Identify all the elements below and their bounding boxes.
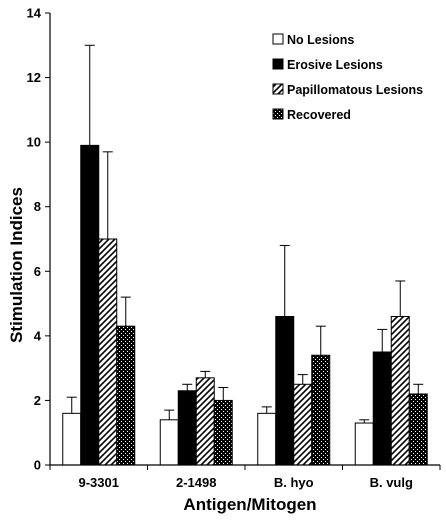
bar-papillomatous-lesions	[390, 315, 410, 466]
legend-swatch-erosive-lesions	[272, 58, 284, 70]
bar-erosive-lesions	[177, 390, 197, 466]
legend-label: Recovered	[287, 108, 351, 122]
bar-no-lesions	[257, 412, 277, 466]
bar-no-lesions	[354, 422, 374, 466]
y-tick-label: 4	[34, 328, 42, 343]
legend-swatch-recovered	[272, 108, 284, 120]
x-tick-label: B. vulg	[370, 475, 413, 490]
bar-recovered	[408, 393, 428, 466]
x-axis-title: Antigen/Mitogen	[183, 495, 316, 514]
y-axis-title: Stimulation Indices	[7, 187, 26, 343]
x-tick-label: 2-1498	[176, 475, 216, 490]
bar-papillomatous-lesions	[195, 377, 215, 466]
y-tick-label: 6	[34, 264, 41, 279]
y-tick-label: 14	[27, 6, 42, 21]
bar-no-lesions	[159, 419, 179, 466]
bar-erosive-lesions	[275, 315, 295, 466]
bar-papillomatous-lesions	[293, 383, 313, 466]
bar-recovered	[311, 354, 331, 466]
y-tick-label: 2	[34, 393, 41, 408]
legend-label: No Lesions	[287, 33, 354, 47]
y-tick-label: 10	[27, 135, 41, 150]
bar-papillomatous-lesions	[98, 238, 118, 466]
bar-recovered	[116, 325, 136, 466]
bar-recovered	[213, 399, 233, 466]
x-axis-ticks: 9-3301 2-1498 B. hyo B. vulg	[49, 465, 441, 490]
x-tick-label: B. hyo	[274, 475, 314, 490]
y-axis-title-group: Stimulation Indices	[7, 187, 26, 343]
y-tick-label: 0	[34, 458, 41, 473]
legend: No Lesions Erosive Lesions Papillomatous L…	[272, 33, 423, 122]
bar-erosive-lesions	[372, 351, 392, 466]
legend-label: Erosive Lesions	[287, 58, 383, 72]
y-axis-ticks: 0 2 4 6 8 10 12 14	[27, 6, 50, 473]
axes	[49, 13, 440, 466]
legend-swatch-no-lesions	[272, 33, 284, 45]
bars	[62, 44, 428, 466]
legend-swatch-papillomatous-lesions	[272, 83, 284, 95]
bar-no-lesions	[62, 412, 82, 466]
y-tick-label: 12	[27, 70, 41, 85]
x-tick-label: 9-3301	[79, 475, 119, 490]
legend-label: Papillomatous Lesions	[287, 83, 423, 97]
y-tick-label: 8	[34, 199, 41, 214]
bar-erosive-lesions	[80, 144, 100, 466]
